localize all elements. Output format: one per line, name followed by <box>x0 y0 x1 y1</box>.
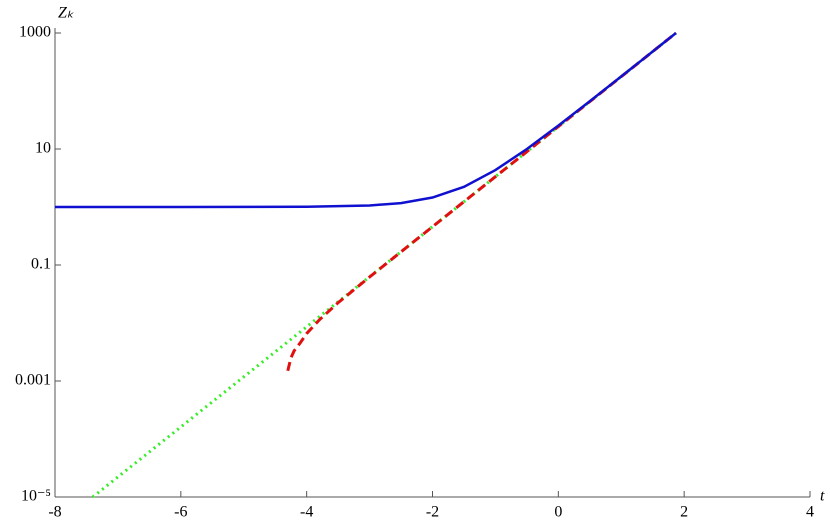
y-tick-label: 10 <box>35 140 51 157</box>
x-tick-label: -2 <box>426 504 439 521</box>
x-tick-label: 0 <box>554 504 562 521</box>
y-axis-label: Zₖ <box>58 5 74 22</box>
y-tick-label: 1000 <box>19 24 51 41</box>
x-axis-label: t <box>820 488 825 505</box>
y-tick-label: 0.1 <box>31 256 51 273</box>
y-tick-label: 10⁻⁵ <box>21 488 51 505</box>
x-tick-label: -4 <box>300 504 313 521</box>
series-line <box>55 32 677 209</box>
x-tick-label: -8 <box>48 504 61 521</box>
x-tick-label: -6 <box>174 504 187 521</box>
series-line <box>286 31 677 372</box>
x-tick-label: 4 <box>806 504 814 521</box>
x-tick-label: 2 <box>680 504 688 521</box>
y-tick-label: 0.001 <box>15 372 51 389</box>
